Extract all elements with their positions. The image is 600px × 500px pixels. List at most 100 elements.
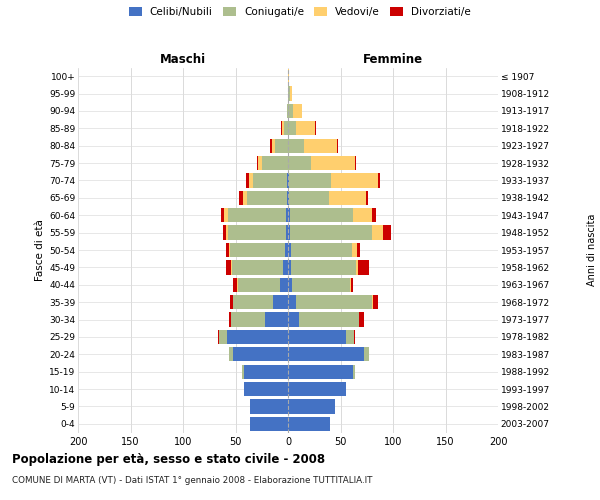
Bar <box>281 121 282 136</box>
Bar <box>288 208 290 222</box>
Bar <box>352 243 358 257</box>
Bar <box>383 226 391 239</box>
Bar <box>299 312 359 326</box>
Bar <box>356 260 358 274</box>
Bar <box>286 226 288 239</box>
Bar <box>329 190 366 205</box>
Bar <box>238 278 280 292</box>
Bar <box>293 104 302 118</box>
Bar <box>288 400 335 413</box>
Bar <box>286 208 288 222</box>
Bar <box>218 330 227 344</box>
Bar <box>288 138 304 153</box>
Bar <box>274 295 288 310</box>
Bar <box>290 208 353 222</box>
Bar <box>253 174 287 188</box>
Bar <box>288 226 290 239</box>
Bar <box>247 190 287 205</box>
Bar <box>229 347 233 362</box>
Bar <box>287 104 288 118</box>
Bar <box>243 190 247 205</box>
Bar <box>288 364 353 379</box>
Bar <box>265 312 288 326</box>
Bar <box>291 243 352 257</box>
Bar <box>288 69 289 84</box>
Bar <box>288 312 299 326</box>
Bar <box>337 138 338 153</box>
Bar <box>287 174 288 188</box>
Bar <box>233 278 236 292</box>
Bar <box>373 295 379 310</box>
Bar <box>250 400 288 413</box>
Bar <box>231 312 265 326</box>
Bar <box>331 174 379 188</box>
Bar <box>353 364 355 379</box>
Bar <box>226 260 232 274</box>
Bar <box>291 260 356 274</box>
Bar <box>239 190 243 205</box>
Bar <box>372 208 376 222</box>
Bar <box>288 156 311 170</box>
Bar <box>221 208 224 222</box>
Bar <box>226 226 228 239</box>
Bar <box>246 174 249 188</box>
Bar <box>230 295 233 310</box>
Bar <box>230 243 285 257</box>
Bar <box>242 364 244 379</box>
Bar <box>290 226 372 239</box>
Bar <box>379 174 380 188</box>
Bar <box>250 416 288 431</box>
Bar <box>288 347 364 362</box>
Bar <box>292 278 350 292</box>
Bar <box>288 86 290 101</box>
Text: COMUNE DI MARTA (VT) - Dati ISTAT 1° gennaio 2008 - Elaborazione TUTTITALIA.IT: COMUNE DI MARTA (VT) - Dati ISTAT 1° gen… <box>12 476 373 485</box>
Bar <box>272 138 275 153</box>
Bar <box>280 278 288 292</box>
Bar <box>288 416 330 431</box>
Bar <box>288 243 291 257</box>
Bar <box>296 295 372 310</box>
Bar <box>262 156 288 170</box>
Bar <box>288 190 289 205</box>
Bar <box>288 121 296 136</box>
Bar <box>364 347 369 362</box>
Bar <box>228 208 286 222</box>
Bar <box>285 243 288 257</box>
Text: Anni di nascita: Anni di nascita <box>587 214 597 286</box>
Bar <box>228 226 286 239</box>
Bar <box>232 260 283 274</box>
Bar <box>244 382 288 396</box>
Bar <box>359 312 364 326</box>
Bar <box>289 174 331 188</box>
Bar <box>358 243 361 257</box>
Bar <box>289 190 329 205</box>
Bar <box>288 278 292 292</box>
Bar <box>288 260 291 274</box>
Bar <box>233 295 274 310</box>
Bar <box>353 208 372 222</box>
Bar <box>304 138 337 153</box>
Text: Popolazione per età, sesso e stato civile - 2008: Popolazione per età, sesso e stato civil… <box>12 452 325 466</box>
Bar <box>358 260 369 274</box>
Bar <box>355 156 356 170</box>
Bar <box>249 174 253 188</box>
Bar <box>287 190 288 205</box>
Bar <box>270 138 272 153</box>
Bar <box>229 243 230 257</box>
Text: Maschi: Maschi <box>160 53 206 66</box>
Bar <box>224 208 228 222</box>
Bar <box>372 295 373 310</box>
Bar <box>288 104 293 118</box>
Bar <box>372 226 383 239</box>
Bar <box>229 312 232 326</box>
Bar <box>351 278 353 292</box>
Text: Femmine: Femmine <box>363 53 423 66</box>
Bar <box>366 190 368 205</box>
Bar <box>290 86 292 101</box>
Y-axis label: Fasce di età: Fasce di età <box>35 219 45 281</box>
Bar <box>244 364 288 379</box>
Bar <box>346 330 354 344</box>
Bar <box>282 121 284 136</box>
Bar <box>311 156 355 170</box>
Bar <box>350 278 351 292</box>
